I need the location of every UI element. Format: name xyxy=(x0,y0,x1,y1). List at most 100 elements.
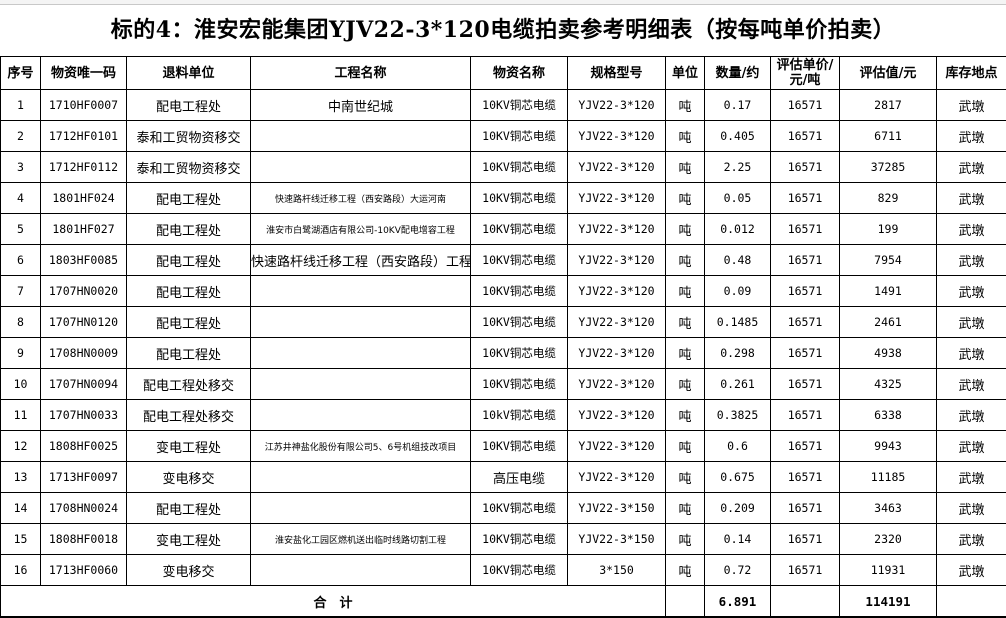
cell-location[interactable]: 武墩 xyxy=(937,338,1006,369)
cell-unit-price[interactable]: 16571 xyxy=(771,555,840,586)
cell-unit[interactable]: 吨 xyxy=(666,369,705,400)
cell-value[interactable]: 11931 xyxy=(840,555,937,586)
cell-material-name[interactable]: 高压电缆 xyxy=(471,462,568,493)
header-col-material-name[interactable]: 物资名称 xyxy=(471,57,568,90)
cell-unit[interactable]: 吨 xyxy=(666,183,705,214)
cell-value[interactable]: 2461 xyxy=(840,307,937,338)
cell-value[interactable]: 6338 xyxy=(840,400,937,431)
cell-return-unit[interactable]: 变电移交 xyxy=(127,462,251,493)
cell-spec[interactable]: 3*150 xyxy=(568,555,666,586)
cell-spec[interactable]: YJV22-3*120 xyxy=(568,369,666,400)
cell-return-unit[interactable]: 配电工程处 xyxy=(127,90,251,121)
cell-location[interactable]: 武墩 xyxy=(937,90,1006,121)
cell-location[interactable]: 武墩 xyxy=(937,121,1006,152)
cell-unit-price[interactable]: 16571 xyxy=(771,121,840,152)
cell-return-unit[interactable]: 配电工程处移交 xyxy=(127,369,251,400)
cell-index[interactable]: 15 xyxy=(1,524,41,555)
cell-material-code[interactable]: 1707HN0094 xyxy=(41,369,127,400)
cell-unit[interactable]: 吨 xyxy=(666,152,705,183)
cell-value[interactable]: 199 xyxy=(840,214,937,245)
cell-quantity[interactable]: 0.675 xyxy=(705,462,771,493)
cell-value[interactable]: 1491 xyxy=(840,276,937,307)
cell-index[interactable]: 13 xyxy=(1,462,41,493)
cell-material-code[interactable]: 1713HF0097 xyxy=(41,462,127,493)
cell-location[interactable]: 武墩 xyxy=(937,307,1006,338)
cell-material-code[interactable]: 1707HN0120 xyxy=(41,307,127,338)
cell-spec[interactable]: YJV22-3*150 xyxy=(568,493,666,524)
cell-unit-price[interactable]: 16571 xyxy=(771,276,840,307)
cell-quantity[interactable]: 0.405 xyxy=(705,121,771,152)
cell-project-name[interactable] xyxy=(251,338,471,369)
cell-spec[interactable]: YJV22-3*120 xyxy=(568,338,666,369)
cell-project-name[interactable]: 江苏井神盐化股份有限公司5、6号机组技改项目 xyxy=(251,431,471,462)
cell-location[interactable]: 武墩 xyxy=(937,400,1006,431)
total-unit-cell[interactable] xyxy=(666,586,705,618)
cell-spec[interactable]: YJV22-3*120 xyxy=(568,90,666,121)
cell-unit-price[interactable]: 16571 xyxy=(771,493,840,524)
cell-project-name[interactable]: 快速路杆线迁移工程（西安路段）大运河南 xyxy=(251,183,471,214)
cell-unit-price[interactable]: 16571 xyxy=(771,524,840,555)
cell-location[interactable]: 武墩 xyxy=(937,462,1006,493)
cell-material-code[interactable]: 1801HF027 xyxy=(41,214,127,245)
cell-material-name[interactable]: 10kV铜芯电缆 xyxy=(471,400,568,431)
cell-quantity[interactable]: 0.05 xyxy=(705,183,771,214)
cell-material-name[interactable]: 10KV铜芯电缆 xyxy=(471,90,568,121)
cell-return-unit[interactable]: 配电工程处 xyxy=(127,493,251,524)
cell-location[interactable]: 武墩 xyxy=(937,369,1006,400)
total-label[interactable]: 合 计 xyxy=(1,586,666,618)
cell-project-name[interactable] xyxy=(251,276,471,307)
header-col-index[interactable]: 序号 xyxy=(1,57,41,90)
cell-unit-price[interactable]: 16571 xyxy=(771,245,840,276)
cell-material-code[interactable]: 1708HN0024 xyxy=(41,493,127,524)
cell-value[interactable]: 3463 xyxy=(840,493,937,524)
cell-location[interactable]: 武墩 xyxy=(937,555,1006,586)
cell-material-code[interactable]: 1808HF0025 xyxy=(41,431,127,462)
cell-unit-price[interactable]: 16571 xyxy=(771,90,840,121)
cell-material-code[interactable]: 1712HF0112 xyxy=(41,152,127,183)
cell-index[interactable]: 12 xyxy=(1,431,41,462)
header-col-spec[interactable]: 规格型号 xyxy=(568,57,666,90)
cell-value[interactable]: 4325 xyxy=(840,369,937,400)
cell-material-name[interactable]: 10KV铜芯电缆 xyxy=(471,214,568,245)
cell-project-name[interactable] xyxy=(251,555,471,586)
header-col-return-unit[interactable]: 退料单位 xyxy=(127,57,251,90)
cell-value[interactable]: 2320 xyxy=(840,524,937,555)
cell-quantity[interactable]: 0.48 xyxy=(705,245,771,276)
cell-material-name[interactable]: 10KV铜芯电缆 xyxy=(471,555,568,586)
cell-material-code[interactable]: 1710HF0007 xyxy=(41,90,127,121)
cell-project-name[interactable] xyxy=(251,400,471,431)
cell-material-name[interactable]: 10KV铜芯电缆 xyxy=(471,276,568,307)
cell-return-unit[interactable]: 配电工程处 xyxy=(127,307,251,338)
cell-index[interactable]: 1 xyxy=(1,90,41,121)
cell-return-unit[interactable]: 泰和工贸物资移交 xyxy=(127,121,251,152)
cell-material-code[interactable]: 1801HF024 xyxy=(41,183,127,214)
total-price-cell[interactable] xyxy=(771,586,840,618)
cell-unit[interactable]: 吨 xyxy=(666,214,705,245)
cell-location[interactable]: 武墩 xyxy=(937,493,1006,524)
cell-return-unit[interactable]: 泰和工贸物资移交 xyxy=(127,152,251,183)
cell-material-name[interactable]: 10KV铜芯电缆 xyxy=(471,152,568,183)
cell-value[interactable]: 4938 xyxy=(840,338,937,369)
cell-unit[interactable]: 吨 xyxy=(666,462,705,493)
cell-location[interactable]: 武墩 xyxy=(937,214,1006,245)
cell-value[interactable]: 6711 xyxy=(840,121,937,152)
cell-unit-price[interactable]: 16571 xyxy=(771,400,840,431)
cell-spec[interactable]: YJV22-3*120 xyxy=(568,431,666,462)
cell-unit[interactable]: 吨 xyxy=(666,400,705,431)
header-col-quantity[interactable]: 数量/约 xyxy=(705,57,771,90)
cell-spec[interactable]: YJV22-3*120 xyxy=(568,183,666,214)
cell-project-name[interactable] xyxy=(251,369,471,400)
cell-quantity[interactable]: 0.261 xyxy=(705,369,771,400)
cell-quantity[interactable]: 0.3825 xyxy=(705,400,771,431)
cell-material-name[interactable]: 10KV铜芯电缆 xyxy=(471,338,568,369)
header-col-unit[interactable]: 单位 xyxy=(666,57,705,90)
cell-spec[interactable]: YJV22-3*120 xyxy=(568,245,666,276)
cell-value[interactable]: 37285 xyxy=(840,152,937,183)
cell-location[interactable]: 武墩 xyxy=(937,245,1006,276)
cell-index[interactable]: 16 xyxy=(1,555,41,586)
cell-return-unit[interactable]: 配电工程处 xyxy=(127,338,251,369)
cell-unit[interactable]: 吨 xyxy=(666,524,705,555)
cell-quantity[interactable]: 0.72 xyxy=(705,555,771,586)
cell-index[interactable]: 6 xyxy=(1,245,41,276)
cell-quantity[interactable]: 2.25 xyxy=(705,152,771,183)
